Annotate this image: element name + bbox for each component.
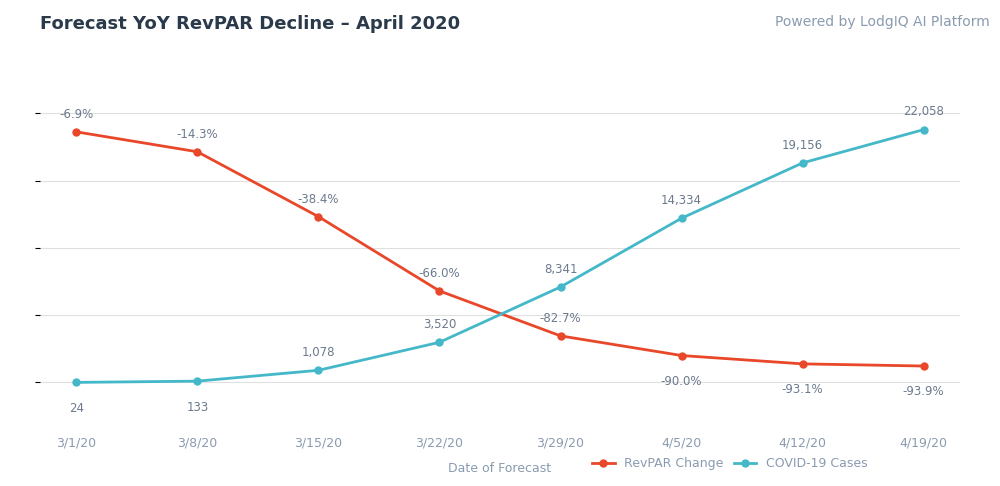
- Text: Powered by LodgIQ AI Platform: Powered by LodgIQ AI Platform: [775, 15, 990, 29]
- Text: 24: 24: [69, 402, 84, 415]
- Text: -38.4%: -38.4%: [298, 192, 339, 206]
- Text: 3,520: 3,520: [423, 318, 456, 331]
- Text: -90.0%: -90.0%: [661, 375, 702, 388]
- Text: -93.9%: -93.9%: [903, 385, 944, 399]
- Text: Date of Forecast: Date of Forecast: [448, 462, 552, 475]
- Text: 133: 133: [186, 400, 208, 414]
- Text: -6.9%: -6.9%: [59, 108, 93, 121]
- Text: -93.1%: -93.1%: [782, 383, 823, 396]
- Text: -82.7%: -82.7%: [540, 312, 581, 325]
- Text: 1,078: 1,078: [302, 346, 335, 359]
- Text: 22,058: 22,058: [903, 105, 944, 119]
- Text: 14,334: 14,334: [661, 194, 702, 207]
- Text: Forecast YoY RevPAR Decline – April 2020: Forecast YoY RevPAR Decline – April 2020: [40, 15, 460, 33]
- Text: 8,341: 8,341: [544, 263, 577, 276]
- Legend: RevPAR Change, COVID-19 Cases: RevPAR Change, COVID-19 Cases: [587, 452, 873, 475]
- Text: -14.3%: -14.3%: [177, 128, 218, 140]
- Text: 19,156: 19,156: [782, 139, 823, 152]
- Text: -66.0%: -66.0%: [419, 267, 460, 280]
